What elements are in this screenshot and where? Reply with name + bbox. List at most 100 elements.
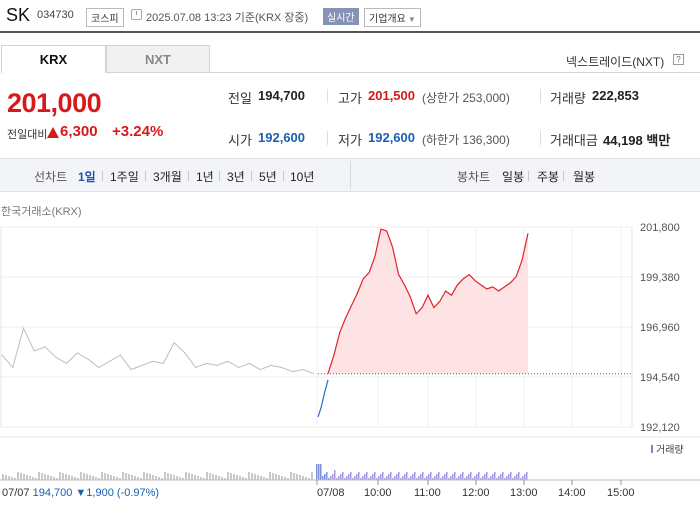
volume-bar [414,472,416,480]
volume-bar [26,475,28,480]
x-tick-label: 07/08 [317,487,345,499]
today-price-line [327,228,529,374]
y-tick-label: 201,800 [640,222,680,234]
volume-bar [448,478,450,480]
volume-bar [320,464,322,480]
volume-bar [390,472,392,480]
volume-bar [104,473,106,480]
volume-bar [524,474,526,480]
volume-bar [305,477,307,480]
tab-krx[interactable]: KRX [1,45,106,73]
volume-bar [348,474,350,480]
volume-bar [260,476,262,480]
change-value: 6,300 [60,123,98,140]
prev-day-line [1,326,315,375]
volume-bar [478,472,480,480]
volume-bar [56,478,58,480]
volume-bar [263,477,265,480]
volume-bar [470,472,472,480]
volume-bar [484,474,486,480]
divider [327,89,328,103]
candle-chart-label: 봉차트 [457,170,491,184]
nextrade-label: 넥스트레이드(NXT) [566,55,665,69]
volume-bar [311,472,313,480]
volume-bar [370,476,372,480]
volume-bar [215,475,217,480]
y-axis-labels: 201,800 199,380 196,960 194,540 192,120 [640,222,680,434]
period-1w[interactable]: 1주일 [110,170,139,184]
volume-bar [344,478,346,480]
volume-label: 거래량 [550,91,586,106]
volume-bar [158,477,160,480]
volume-bar [107,474,109,480]
y-tick-label: 192,120 [640,422,680,434]
volume-bar [334,470,336,480]
volume-bar [299,475,301,480]
period-3m[interactable]: 3개월 [153,170,182,184]
volume-bar [456,478,458,480]
volume-bar [287,478,289,480]
volume-bar [197,476,199,480]
volume-bar [418,476,420,480]
volume-bar [466,476,468,480]
x-tick-label: 13:00 [510,487,538,499]
volume-bar [185,472,187,480]
volume-bar [480,478,482,480]
volume-bar [378,476,380,480]
volume-bar [44,474,46,480]
x-tick-label: 11:00 [414,487,441,499]
volume-bar [430,472,432,480]
volume-bar [322,476,324,480]
help-icon[interactable]: ? [673,54,684,65]
volume-bar [500,474,502,480]
volume-bar [352,478,354,480]
period-5y[interactable]: 5년 [259,170,277,184]
period-10y[interactable]: 10년 [290,170,315,184]
today-area-fill [328,229,528,374]
tab-nxt[interactable]: NXT [106,45,210,73]
volume-bar [362,476,364,480]
volume-bar [32,477,34,480]
volume-bar [206,472,208,480]
volume-bar [212,474,214,480]
period-1d[interactable]: 1일 [78,170,96,184]
company-overview-dropdown[interactable]: 기업개요 ▼ [364,8,421,27]
volume-bar [396,474,398,480]
volume-bar [404,474,406,480]
volume-bar [446,472,448,480]
volume-bar [358,472,360,480]
volume-bar [92,476,94,480]
volume-bar [254,474,256,480]
volume-bar [302,476,304,480]
volume-bar [468,474,470,480]
volume-bar [374,472,376,480]
realtime-button[interactable]: 실시간 [323,8,359,25]
candle-monthly[interactable]: 월봉 [573,170,596,184]
current-price: 201,000 [7,88,102,118]
volume-bar [161,478,163,480]
volume-bar [227,472,229,480]
candle-weekly[interactable]: 주봉 [537,170,560,184]
volume-bar [89,475,91,480]
volume-bar [442,476,444,480]
period-3y[interactable]: 3년 [227,170,245,184]
volume-bar [382,472,384,480]
divider [528,171,529,181]
volume-bar [444,474,446,480]
y-tick-label: 194,540 [640,372,680,384]
period-1y[interactable]: 1년 [196,170,214,184]
volume-bar [328,478,330,480]
x-axis-labels: 07/07 194,700 ▼1,900 (-0.97%) 07/08 10:00 1… [2,480,635,499]
volume-bar [47,475,49,480]
candle-daily[interactable]: 일봉 [502,170,525,184]
volume-bar [146,473,148,480]
open-value: 192,600 [258,130,305,145]
divider [102,171,103,181]
volume-bar [257,475,259,480]
volume-bar [113,476,115,480]
open-label: 시가 [228,133,252,148]
volume-bar [101,472,103,480]
volume-bar [372,474,374,480]
low-label: 저가 [338,133,362,148]
